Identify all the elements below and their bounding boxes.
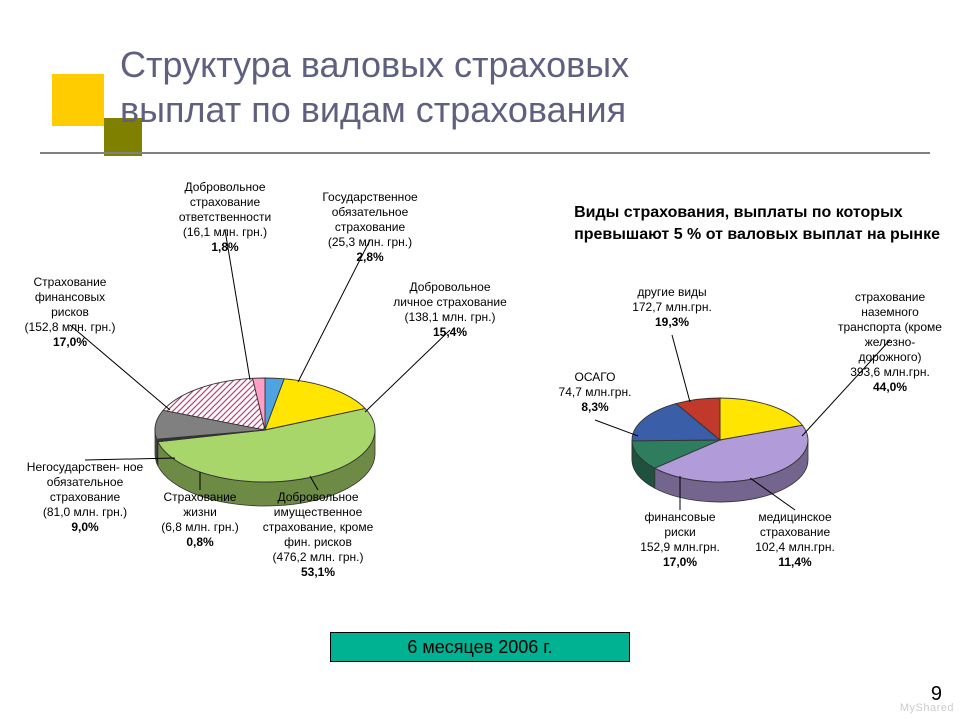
chart-label: Добровольное страхование ответственности…	[160, 180, 290, 255]
chart-label: Страхование финансовых рисков(152,8 млн.…	[20, 275, 120, 350]
chart-label: Добровольное личное страхование(138,1 мл…	[390, 280, 510, 340]
chart-label: Государственное обязательное страхование…	[305, 190, 435, 265]
chart-label: Страхование жизни(6,8 млн. грн.)0,8%	[155, 490, 245, 550]
chart-area: Виды страхования, выплаты по которых пре…	[20, 180, 940, 600]
chart-label: Добровольное имущественное страхование, …	[248, 490, 388, 580]
chart-label: финансовые риски152,9 млн.грн.17,0%	[630, 510, 730, 570]
footer-period-text: 6 месяцев 2006 г.	[407, 637, 552, 658]
chart-label: ОСАГО74,7 млн.грн.8,3%	[550, 370, 640, 415]
subtitle: Виды страхования, выплаты по которых пре…	[574, 202, 940, 247]
page-title: Структура валовых страховых выплат по ви…	[120, 42, 629, 132]
decoration-yellow-square	[52, 74, 104, 126]
chart-label: медицинское страхование102,4 млн.грн.11,…	[740, 510, 850, 570]
title-line-1: Структура валовых страховых	[120, 44, 629, 85]
watermark: MyShared	[900, 702, 954, 714]
decoration-divider-line	[40, 152, 930, 154]
title-line-2: выплат по видам страхования	[120, 89, 626, 130]
chart-label: другие виды172,7 млн.грн.19,3%	[622, 285, 722, 330]
chart-label: страхование наземного транспорта (кроме …	[835, 290, 945, 395]
chart-label: Негосударствен- ное обязательное страхов…	[20, 460, 150, 535]
subtitle-line-1: Виды страхования, выплаты по которых	[574, 204, 903, 221]
subtitle-line-2: превышают 5 % от валовых выплат на рынке	[574, 226, 940, 243]
footer-period-box: 6 месяцев 2006 г.	[330, 632, 630, 662]
